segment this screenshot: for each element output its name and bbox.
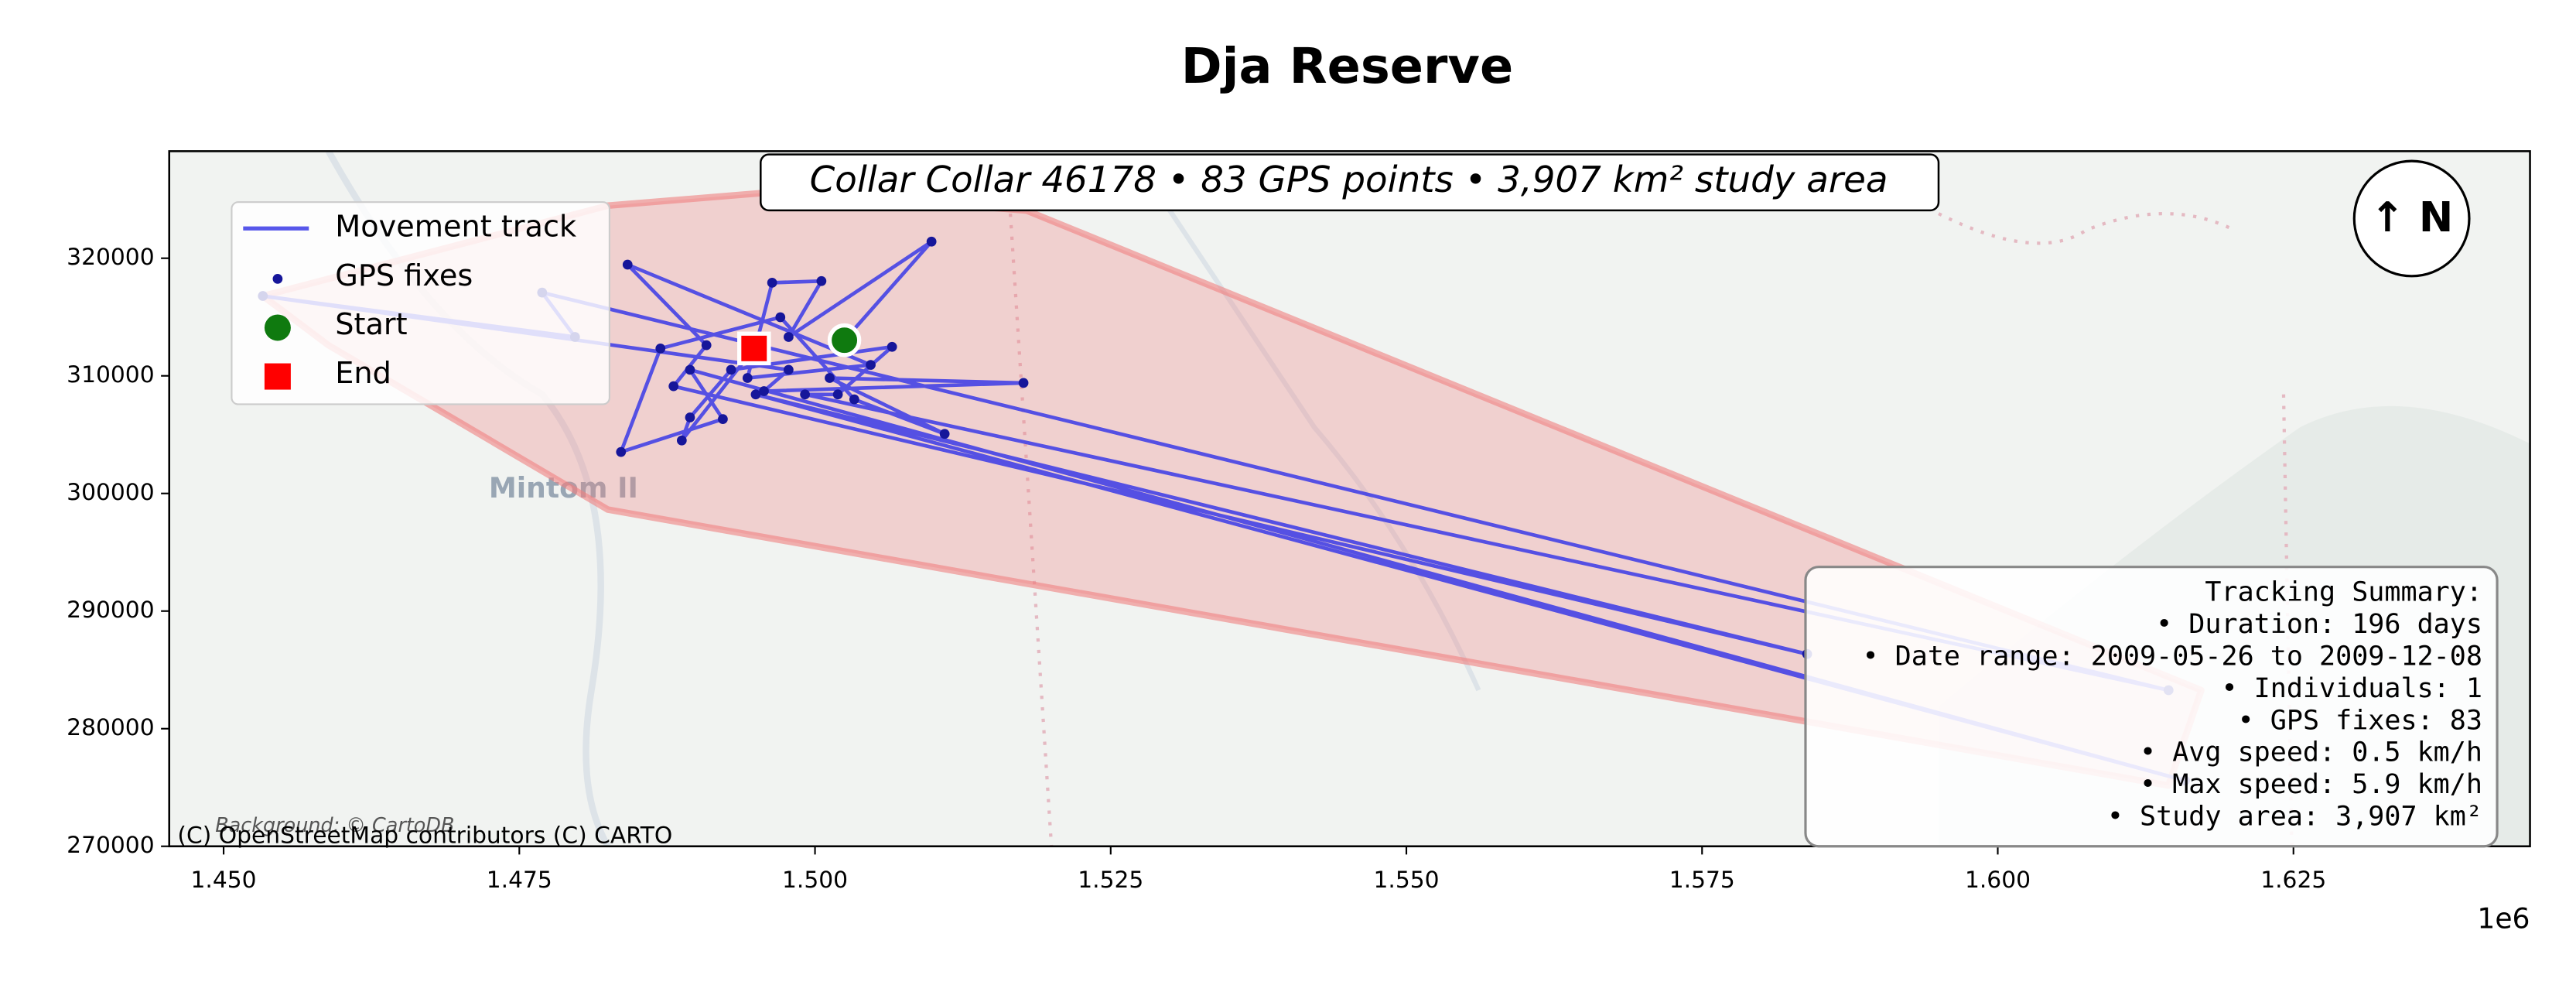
x-tick-label: 1.525 bbox=[1078, 867, 1143, 894]
legend-swatch bbox=[272, 274, 283, 284]
gps-fix bbox=[668, 381, 679, 392]
summary-box bbox=[1804, 566, 2499, 848]
gps-fix bbox=[939, 429, 950, 439]
background-credit: Background: © CartoDB bbox=[215, 814, 454, 837]
x-tick-label: 1.600 bbox=[1965, 867, 2031, 894]
legend-label: Movement track bbox=[335, 210, 577, 245]
map-river bbox=[1147, 179, 1481, 692]
summary-line: • Study area: 3,907 km² bbox=[2107, 801, 2482, 833]
summary-line: • Avg speed: 0.5 km/h bbox=[2140, 737, 2482, 768]
x-tick-label: 1.450 bbox=[191, 867, 257, 894]
y-tick-label: 270000 bbox=[67, 832, 154, 859]
x-offset-label: 1e6 bbox=[2477, 901, 2530, 935]
end-marker bbox=[737, 331, 771, 366]
gps-fix bbox=[759, 386, 769, 396]
annotation: Collar Collar 46178 • 83 GPS points • 3,… bbox=[810, 159, 1888, 201]
chart-title: Dja Reserve bbox=[1181, 38, 1513, 95]
gps-fix bbox=[866, 360, 876, 370]
gps-fix bbox=[676, 435, 687, 446]
legend-box bbox=[231, 201, 610, 405]
place-label: Mintom II bbox=[489, 471, 638, 504]
y-tick-label: 280000 bbox=[67, 714, 154, 741]
summary-line: • GPS fixes: 83 bbox=[2238, 704, 2482, 736]
summary-line: • Max speed: 5.9 km/h bbox=[2140, 768, 2482, 800]
y-tick-label: 300000 bbox=[67, 479, 154, 506]
north-arrow: ↑ N bbox=[2370, 193, 2453, 241]
x-tick-label: 1.475 bbox=[487, 867, 552, 894]
gps-fix bbox=[825, 373, 835, 383]
summary-line: • Duration: 196 days bbox=[2156, 608, 2482, 640]
gps-fix bbox=[726, 364, 736, 375]
gps-fix bbox=[849, 394, 859, 405]
summary-line: • Individuals: 1 bbox=[2221, 672, 2482, 704]
x-tick-label: 1.575 bbox=[1669, 867, 1735, 894]
gps-fix bbox=[784, 364, 794, 375]
y-tick-label: 290000 bbox=[67, 597, 154, 624]
gps-fix bbox=[816, 275, 827, 286]
gps-fix bbox=[742, 373, 753, 383]
map-border bbox=[1938, 212, 2236, 245]
x-tick-label: 1.625 bbox=[2260, 867, 2326, 894]
summary-line: Tracking Summary: bbox=[2205, 576, 2482, 608]
gps-fix bbox=[1018, 378, 1029, 388]
summary: Tracking Summary:• Duration: 196 days• D… bbox=[1862, 576, 2482, 833]
gps-fix bbox=[616, 446, 627, 457]
gps-fix bbox=[701, 340, 712, 351]
legend-label: GPS fixes bbox=[335, 259, 473, 293]
gps-fix bbox=[767, 278, 777, 288]
legend-swatch bbox=[264, 314, 291, 341]
gps-fix bbox=[832, 389, 843, 400]
legend: Movement track GPS fixes Start End bbox=[243, 210, 577, 391]
annotation-box bbox=[760, 153, 1940, 212]
gps-fix bbox=[784, 332, 794, 342]
gps-fix bbox=[887, 341, 897, 352]
gps-fix bbox=[800, 389, 810, 400]
legend-label: End bbox=[335, 357, 391, 391]
attribution: (C) OpenStreetMap contributors (C) CARTO bbox=[177, 822, 672, 849]
map: Mintom II bbox=[169, 151, 2530, 846]
gps-fix bbox=[655, 343, 666, 354]
y-tick-label: 320000 bbox=[67, 244, 154, 271]
start-marker bbox=[827, 323, 862, 357]
summary-line: • Date range: 2009-05-26 to 2009-12-08 bbox=[1862, 641, 2482, 672]
gps-fix bbox=[685, 412, 695, 422]
ticks: 1.450 1.475 1.500 1.525 1.550 1.575 1.600 1.625… bbox=[67, 244, 2326, 894]
gps-fix bbox=[926, 236, 937, 247]
legend-swatch bbox=[264, 363, 291, 390]
axes-frame bbox=[168, 150, 2531, 848]
x-tick-label: 1.550 bbox=[1373, 867, 1439, 894]
gps-fix bbox=[750, 389, 761, 400]
gps-fix bbox=[685, 364, 695, 375]
gps-fix bbox=[775, 312, 786, 323]
map-border bbox=[1008, 213, 1054, 846]
gps-fix bbox=[718, 414, 728, 425]
north-arrow-circle bbox=[2352, 159, 2471, 278]
y-tick-label: 310000 bbox=[67, 361, 154, 388]
legend-label: Start bbox=[335, 308, 407, 342]
x-tick-label: 1.500 bbox=[782, 867, 848, 894]
gps-fix bbox=[622, 259, 633, 270]
